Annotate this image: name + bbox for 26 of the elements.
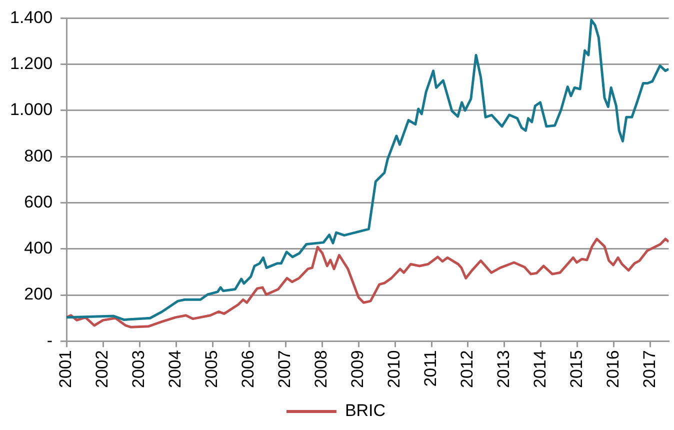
x-tick-label: 2002 bbox=[92, 350, 112, 388]
y-tick-label: 1.200 bbox=[10, 54, 53, 74]
x-tick-label: 2009 bbox=[348, 350, 368, 388]
y-tick-label: 600 bbox=[24, 192, 53, 212]
legend-label: BRIC bbox=[344, 401, 386, 420]
x-tick-label: 2003 bbox=[129, 350, 148, 388]
y-tick-label: - bbox=[46, 330, 53, 350]
x-tick-label: 2010 bbox=[384, 350, 404, 388]
y-tick-label: 1.400 bbox=[10, 8, 53, 27]
y-tick-label: 400 bbox=[24, 238, 53, 258]
x-tick-label: 2016 bbox=[604, 350, 623, 388]
y-tick-label: 200 bbox=[24, 284, 53, 304]
x-tick-label: 2013 bbox=[494, 350, 514, 388]
x-tick-label: 2004 bbox=[166, 350, 185, 388]
x-tick-label: 2007 bbox=[275, 350, 294, 388]
x-tick-label: 2014 bbox=[530, 350, 550, 388]
x-tick-label: 2008 bbox=[312, 350, 331, 388]
y-tick-label: 800 bbox=[24, 146, 53, 166]
x-tick-label: 2015 bbox=[567, 350, 586, 388]
x-tick-label: 2017 bbox=[640, 350, 660, 388]
x-tick-label: 2011 bbox=[421, 350, 440, 387]
x-tick-label: 2006 bbox=[238, 350, 258, 388]
x-tick-label: 2005 bbox=[202, 350, 222, 388]
x-tick-label: 2001 bbox=[56, 350, 76, 388]
y-tick-label: 1.000 bbox=[10, 100, 53, 120]
x-tick-label: 2012 bbox=[458, 350, 477, 388]
